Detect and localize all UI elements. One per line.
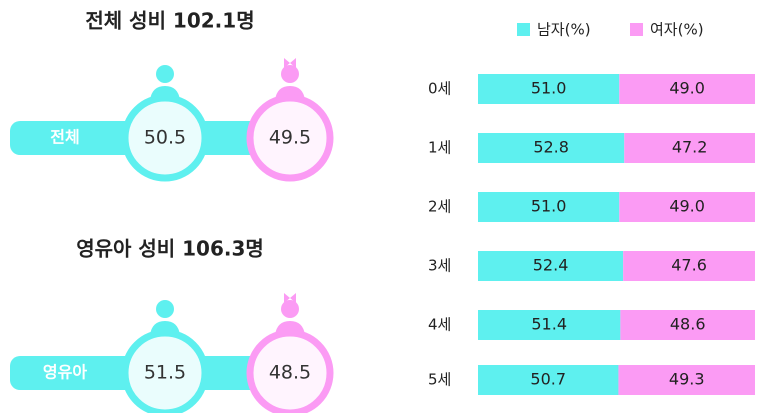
bar: [620, 310, 755, 340]
value-label: 48.6: [670, 315, 706, 334]
panel-label: 전체: [50, 128, 79, 147]
male-circle: [121, 94, 209, 182]
panel-label: 영유아: [43, 363, 87, 382]
value-label: 47.2: [672, 138, 708, 157]
bar: [623, 251, 755, 281]
value-label: 49.3: [669, 370, 705, 389]
y-tick-label: 5세: [428, 371, 451, 389]
female-head: [281, 65, 299, 83]
male-value: 50.5: [144, 127, 186, 149]
bar: [618, 365, 755, 395]
male-circle: [121, 329, 209, 413]
male-value: 51.5: [144, 362, 186, 384]
legend-swatch: [630, 23, 643, 36]
panel-title: 영유아 성비 106.3명: [76, 237, 264, 261]
value-label: 49.0: [669, 197, 705, 216]
y-tick-label: 1세: [428, 139, 451, 157]
bar: [478, 74, 620, 104]
value-label: 51.4: [531, 315, 567, 334]
legend-label: 여자(%): [650, 21, 704, 39]
value-label: 47.6: [671, 256, 707, 275]
value-label: 51.0: [531, 197, 567, 216]
bar: [478, 192, 620, 222]
bar: [478, 251, 624, 281]
female-value: 49.5: [269, 127, 311, 149]
female-circle: [246, 329, 334, 413]
bar: [478, 365, 619, 395]
value-label: 52.4: [533, 256, 569, 275]
female-circle: [246, 94, 334, 182]
panel-title: 전체 성비 102.1명: [85, 9, 254, 33]
y-tick-label: 3세: [428, 257, 451, 275]
female-value: 48.5: [269, 362, 311, 384]
y-tick-label: 2세: [428, 198, 451, 216]
bar: [619, 192, 755, 222]
male-head: [156, 65, 174, 83]
y-tick-label: 4세: [428, 316, 451, 334]
value-label: 51.0: [531, 79, 567, 98]
y-tick-label: 0세: [428, 80, 451, 98]
value-label: 50.7: [530, 370, 566, 389]
bar: [478, 310, 621, 340]
female-bow: [284, 293, 296, 303]
female-head: [281, 300, 299, 318]
legend-label: 남자(%): [537, 21, 591, 39]
bar: [478, 133, 625, 163]
value-label: 49.0: [669, 79, 705, 98]
legend-swatch: [517, 23, 530, 36]
bar: [619, 74, 755, 104]
female-bow: [284, 58, 296, 68]
bar: [624, 133, 755, 163]
male-head: [156, 300, 174, 318]
value-label: 52.8: [533, 138, 569, 157]
